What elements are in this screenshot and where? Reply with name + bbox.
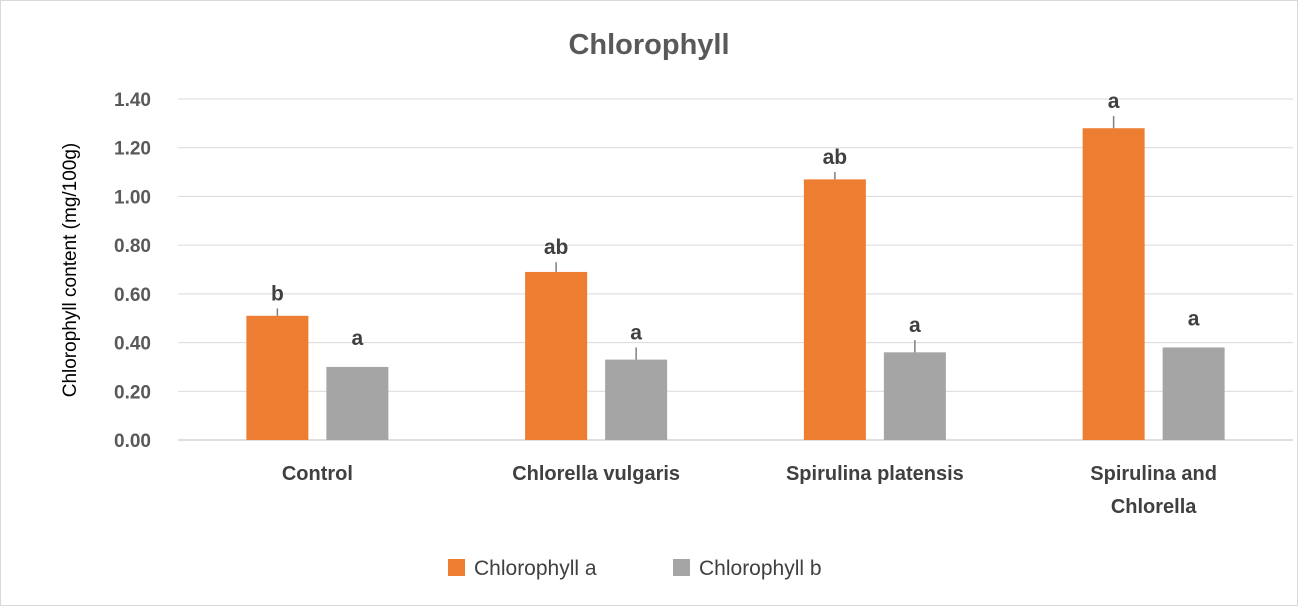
significance-label: ab bbox=[823, 146, 848, 169]
significance-label: a bbox=[630, 321, 642, 344]
legend-swatch bbox=[673, 559, 690, 576]
legend-label: Chlorophyll b bbox=[699, 557, 822, 580]
legend-label: Chlorophyll a bbox=[474, 557, 597, 580]
significance-label: a bbox=[352, 327, 364, 350]
bar-chlorophyll-a bbox=[246, 315, 309, 440]
x-category-label: Chlorella bbox=[1111, 496, 1197, 518]
y-tick-label: 1.20 bbox=[114, 139, 151, 160]
bar-chlorophyll-a bbox=[1082, 128, 1145, 440]
legend: Chlorophyll a Chlorophyll b bbox=[448, 557, 822, 580]
bar-chlorophyll-b bbox=[1162, 347, 1225, 440]
significance-label: a bbox=[1188, 307, 1200, 330]
significance-labels: b a ab a ab a a a bbox=[271, 90, 1200, 350]
y-tick-label: 0.80 bbox=[114, 236, 151, 257]
bar-chlorophyll-a bbox=[803, 179, 866, 440]
y-axis-label: Chlorophyll content (mg/100g) bbox=[60, 143, 81, 398]
y-axis-ticks: 0.00 0.20 0.40 0.60 0.80 1.00 1.20 1.40 bbox=[114, 90, 151, 452]
chart-title: Chlorophyll bbox=[568, 29, 729, 61]
bars bbox=[246, 128, 1225, 440]
y-tick-label: 0.20 bbox=[114, 382, 151, 403]
bar-chlorophyll-a bbox=[525, 271, 588, 440]
significance-label: ab bbox=[544, 236, 569, 259]
y-tick-label: 0.40 bbox=[114, 334, 151, 355]
x-axis-categories: Control Chlorella vulgaris Spirulina plate… bbox=[282, 463, 1217, 518]
significance-label: a bbox=[909, 314, 921, 337]
error-bars bbox=[276, 116, 1115, 360]
y-tick-label: 1.00 bbox=[114, 187, 151, 208]
y-tick-label: 0.60 bbox=[114, 285, 151, 306]
x-category-label: Spirulina platensis bbox=[786, 463, 964, 485]
y-tick-label: 0.00 bbox=[114, 431, 151, 452]
x-category-label: Spirulina and bbox=[1090, 463, 1217, 485]
y-tick-label: 1.40 bbox=[114, 90, 151, 111]
bar-chlorophyll-b bbox=[326, 366, 389, 440]
bar-chlorophyll-b bbox=[605, 359, 668, 440]
bar-chlorophyll-b bbox=[883, 352, 946, 440]
significance-label: b bbox=[271, 282, 284, 305]
x-category-label: Chlorella vulgaris bbox=[512, 463, 680, 485]
legend-swatch bbox=[448, 559, 465, 576]
x-category-label: Control bbox=[282, 463, 353, 485]
significance-label: a bbox=[1108, 90, 1120, 113]
